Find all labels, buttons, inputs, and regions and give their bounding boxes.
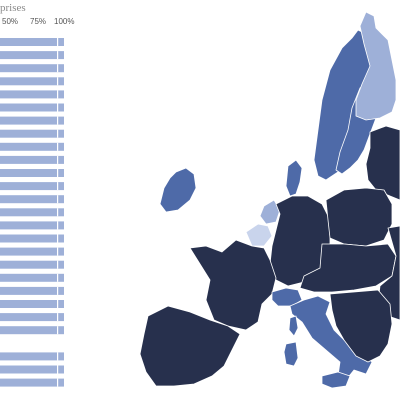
axis-tick-100: 100%	[54, 17, 75, 26]
chart-title: prises	[0, 2, 26, 14]
bar-row-13-segment-4	[0, 195, 64, 204]
bar-row-23-separator	[57, 326, 59, 335]
map-region-iberia[interactable]	[139, 305, 241, 387]
bar-row-2-segment-4	[0, 51, 64, 60]
bar-row-14-separator	[57, 208, 59, 217]
bar-row-19-segment-4	[0, 273, 64, 282]
bar-row-5-separator	[57, 90, 59, 99]
bar-row-20-segment-4	[0, 286, 64, 295]
bar-row-12-separator	[57, 182, 59, 191]
map-region-sicily[interactable]	[321, 371, 351, 389]
map-region-belgium[interactable]	[245, 223, 273, 247]
bar-row-25-separator	[57, 352, 59, 361]
bar-row-21-segment-4	[0, 300, 64, 308]
bar-row-26-separator	[57, 365, 59, 374]
map-region-italy[interactable]	[289, 295, 373, 381]
bar-row-10-segment-4	[0, 155, 64, 164]
bar-row-16-separator	[57, 234, 59, 243]
bar-row-13-separator	[57, 195, 59, 204]
bar-row-18-segment-4	[0, 260, 64, 269]
map-region-corsica[interactable]	[288, 315, 299, 337]
bar-row-2-separator	[57, 51, 59, 60]
bar-row-14-segment-4	[0, 208, 64, 217]
bar-row-6-separator	[57, 103, 59, 112]
bar-row-27-segment-4	[0, 378, 64, 387]
axis-tick-50: 50%	[2, 17, 19, 26]
bar-row-22-segment-4	[0, 313, 64, 322]
bar-row-16-segment-4	[0, 234, 64, 243]
bar-row-17-separator	[57, 247, 59, 256]
bar-row-8-segment-4	[0, 129, 64, 138]
bar-row-1-segment-4	[0, 38, 64, 46]
map-region-finland[interactable]	[355, 11, 397, 121]
bar-row-11-segment-4	[0, 169, 64, 177]
bar-row-7-separator	[57, 116, 59, 125]
map-region-netherlands[interactable]	[259, 199, 281, 225]
bar-row-7-segment-4	[0, 116, 64, 125]
bar-row-25-segment-4	[0, 352, 64, 361]
bar-row-8-separator	[57, 129, 59, 138]
map-region-poland[interactable]	[325, 187, 393, 247]
map-region-denmark[interactable]	[285, 159, 303, 197]
bar-row-9-segment-4	[0, 142, 64, 151]
bar-row-6-segment-4	[0, 103, 64, 112]
map-region-france[interactable]	[189, 239, 277, 331]
bar-row-3-separator	[57, 64, 59, 73]
bar-row-17-segment-4	[0, 247, 64, 256]
bar-row-10-separator	[57, 155, 59, 164]
bar-row-4-segment-4	[0, 77, 64, 86]
bar-row-23-segment-4	[0, 326, 64, 335]
bar-row-9-separator	[57, 142, 59, 151]
bar-row-26-segment-4	[0, 365, 64, 374]
map-region-balkans[interactable]	[329, 289, 393, 363]
bar-row-20-separator	[57, 286, 59, 295]
stacked-bar-chart	[0, 38, 64, 387]
map-region-sardinia[interactable]	[283, 341, 299, 367]
bar-row-1-separator	[57, 38, 59, 46]
bar-row-3-segment-4	[0, 64, 64, 73]
bar-row-15-separator	[57, 221, 59, 230]
bar-row-4-separator	[57, 77, 59, 86]
bar-row-21-separator	[57, 300, 59, 308]
bar-row-5-segment-4	[0, 90, 64, 99]
bar-row-19-separator	[57, 273, 59, 282]
bar-row-22-separator	[57, 313, 59, 322]
bar-row-15-segment-4	[0, 221, 64, 230]
map-region-central-europe[interactable]	[299, 243, 397, 293]
axis-tick-75: 75%	[30, 17, 47, 26]
bar-row-27-separator	[57, 378, 59, 387]
bar-row-18-separator	[57, 260, 59, 269]
bar-row-11-separator	[57, 169, 59, 177]
bar-row-12-segment-4	[0, 182, 64, 191]
map-region-ireland[interactable]	[159, 167, 197, 213]
